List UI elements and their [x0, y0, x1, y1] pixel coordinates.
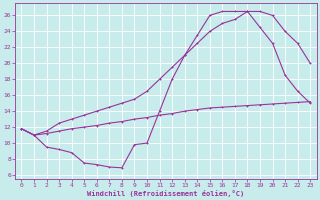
X-axis label: Windchill (Refroidissement éolien,°C): Windchill (Refroidissement éolien,°C)	[87, 190, 244, 197]
